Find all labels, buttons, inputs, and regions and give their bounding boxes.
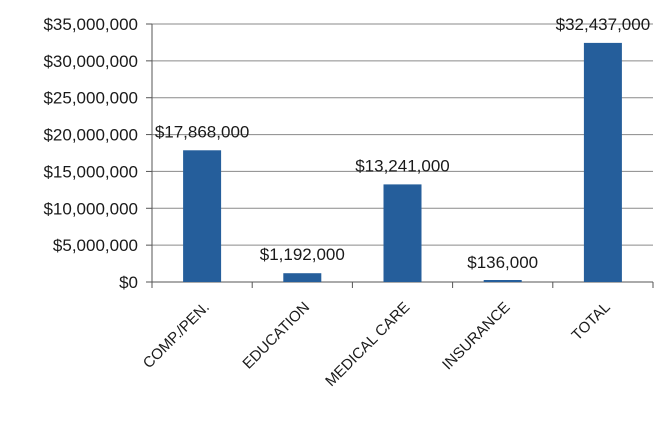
y-tick-label: $0 xyxy=(119,273,138,292)
bar xyxy=(283,273,322,282)
bar xyxy=(483,280,522,282)
y-tick-label: $35,000,000 xyxy=(43,15,138,34)
bars xyxy=(183,42,622,282)
category-label: TOTAL xyxy=(568,299,613,344)
labels: $0 $5,000,000 $10,000,000 $15,000,000 $20,00… xyxy=(43,15,650,390)
category-label: MEDICAL CARE xyxy=(322,299,413,390)
data-label: $32,437,000 xyxy=(556,15,651,34)
category-label: INSURANCE xyxy=(439,299,514,374)
bar xyxy=(383,184,422,282)
y-tick-label: $25,000,000 xyxy=(43,89,138,108)
y-tick-label: $10,000,000 xyxy=(43,199,138,218)
data-label: $136,000 xyxy=(467,253,538,272)
y-tick-label: $5,000,000 xyxy=(53,236,138,255)
category-label: COMP./PEN. xyxy=(140,299,213,372)
y-tick-label: $20,000,000 xyxy=(43,126,138,145)
bar xyxy=(583,42,622,282)
data-label: $17,868,000 xyxy=(155,122,250,141)
data-label: $13,241,000 xyxy=(355,156,450,175)
y-tick-label: $15,000,000 xyxy=(43,162,138,181)
bar xyxy=(183,150,222,282)
y-tick-label: $30,000,000 xyxy=(43,52,138,71)
data-label: $1,192,000 xyxy=(260,245,345,264)
category-label: EDUCATION xyxy=(239,299,313,373)
